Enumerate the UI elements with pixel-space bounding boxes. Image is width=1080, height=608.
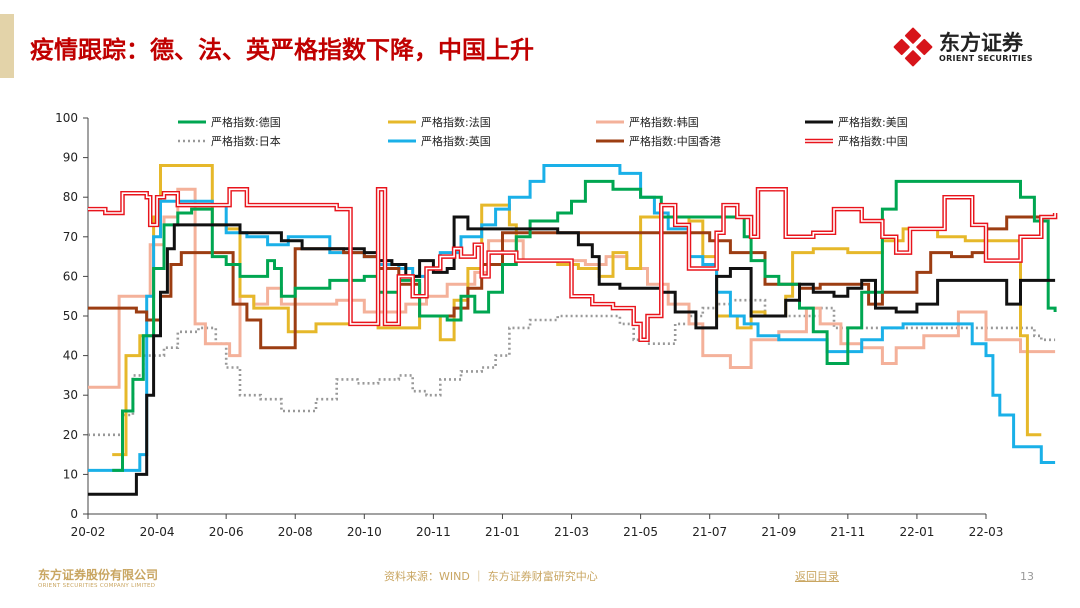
y-tick-label: 30 [63, 388, 78, 402]
series-line-1 [112, 164, 1042, 457]
x-tick-label: 20-04 [140, 525, 175, 539]
series-line-3 [88, 215, 1056, 496]
x-tick-label: 20-10 [347, 525, 382, 539]
legend-label: 严格指数:日本 [211, 134, 281, 148]
y-tick-label: 70 [63, 230, 78, 244]
legend-label: 严格指数:德国 [211, 115, 281, 129]
chart-axes: 0 10 20 30 40 50 60 70 80 90 100 20-02 20-04 20-06 20-… [55, 111, 1003, 539]
footer-logo-text-cn: 东方证券股份有限公司 [38, 568, 159, 582]
logo-text-en: ORIENT SECURITIES [939, 54, 1033, 63]
x-tick-label: 22-03 [969, 525, 1004, 539]
legend-label: 严格指数:中国香港 [629, 134, 721, 148]
left-accent-bar [0, 14, 14, 78]
chart-plot-area [88, 164, 1058, 496]
y-tick-label: 40 [63, 349, 78, 363]
x-tick-label: 20-06 [209, 525, 244, 539]
x-tick-label: 21-03 [554, 525, 589, 539]
x-tick-label: 21-01 [485, 525, 520, 539]
logo-mark-icon [893, 27, 933, 67]
legend-label: 严格指数:美国 [838, 115, 908, 129]
series-line-4 [88, 298, 1056, 437]
y-tick-label: 100 [55, 111, 78, 125]
x-tick-label: 21-09 [761, 525, 796, 539]
y-tick-label: 80 [63, 190, 78, 204]
series-line-7-inner [88, 188, 1056, 341]
legend-label: 严格指数:英国 [421, 134, 491, 148]
x-tick-label: 20-02 [71, 525, 106, 539]
page-title: 疫情跟踪：德、法、英严格指数下降，中国上升 [30, 35, 534, 64]
x-tick-label: 21-07 [692, 525, 727, 539]
y-tick-label: 60 [63, 269, 78, 283]
x-tick-label: 21-05 [623, 525, 658, 539]
footer-logo-text-en: ORIENT SECURITIES COMPANY LIMITED [38, 583, 156, 589]
back-to-contents-link[interactable]: 返回目录 [795, 570, 839, 583]
legend-label: 严格指数:法国 [421, 115, 491, 129]
x-tick-label: 21-11 [830, 525, 865, 539]
company-logo: 东方证券 ORIENT SECURITIES [893, 27, 1053, 67]
y-tick-label: 20 [63, 428, 78, 442]
x-tick-label: 20-08 [278, 525, 313, 539]
y-tick-label: 10 [63, 467, 78, 481]
logo-text-cn: 东方证券 [939, 31, 1023, 55]
x-tick-label: 20-11 [416, 525, 451, 539]
source-note: 资料来源：WIND ｜ 东方证券财富研究中心 [384, 570, 598, 583]
page-number: 13 [1020, 570, 1034, 583]
series-line-5 [88, 164, 1056, 472]
legend-label: 严格指数:韩国 [629, 115, 699, 129]
legend-label: 严格指数:中国 [838, 134, 908, 148]
y-tick-label: 50 [63, 309, 78, 323]
footer-company-logo: 东方证券股份有限公司 ORIENT SECURITIES COMPANY LIM… [38, 566, 158, 589]
y-tick-label: 0 [70, 507, 78, 521]
x-tick-label: 22-01 [899, 525, 934, 539]
series-line-0 [112, 179, 1057, 472]
y-tick-label: 90 [63, 151, 78, 165]
